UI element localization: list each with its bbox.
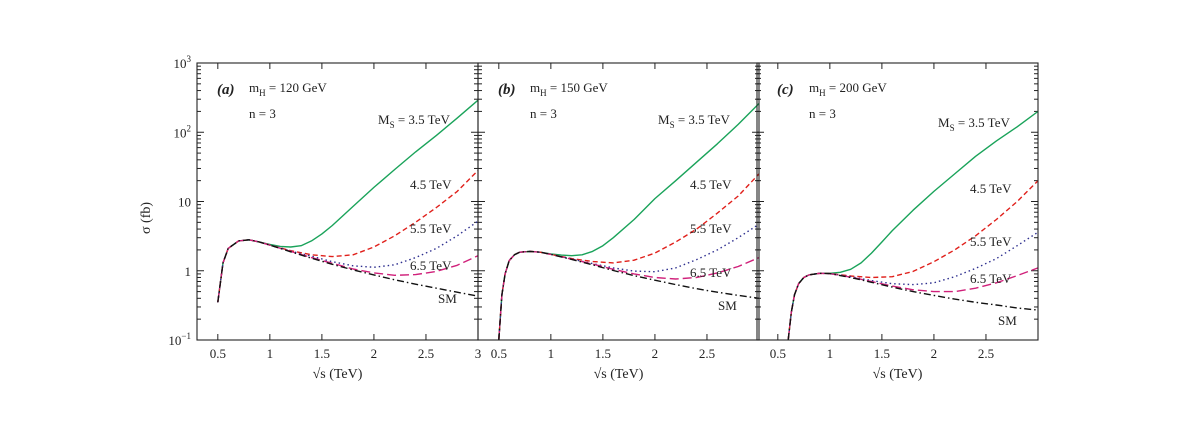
panel-label: (c) (777, 82, 794, 98)
panels: 0.5 1 1.5 2 2.5 3 10−1 1 10 102 103 √s (TeV) (a) mH =… (168, 54, 1039, 382)
plot-frame (477, 62, 760, 341)
series-line (498, 250, 759, 340)
series-label: 4.5 TeV (690, 177, 732, 192)
series-label: 5.5 TeV (410, 221, 452, 236)
series-label: 4.5 TeV (410, 177, 452, 192)
param-mass: mH = 150 GeV (530, 80, 608, 98)
series-line (787, 267, 1038, 340)
series-label: 6.5 TeV (690, 265, 732, 280)
x-tick-label: 1 (548, 346, 555, 361)
series-label: SM (718, 298, 737, 313)
param-mass: mH = 120 GeV (249, 80, 327, 98)
chart-panel: 0.5 1 1.5 2 2.5 3 10−1 1 10 102 103 √s (TeV) (a) mH =… (168, 54, 481, 382)
series-label: 6.5 TeV (970, 271, 1012, 286)
x-tick-label: 1.5 (314, 346, 330, 361)
x-tick-label: 1 (267, 346, 274, 361)
series-label: 4.5 TeV (970, 181, 1012, 196)
series-label: MS = 3.5 TeV (378, 112, 450, 130)
plot-frame (756, 62, 1039, 341)
series-line (498, 223, 759, 340)
chart-panel: 0.5 1 1.5 2 2.5 √s (TeV) (c) mH = 200 GeV n = 3 M… (756, 62, 1039, 382)
series-line (498, 173, 759, 340)
series-line (217, 239, 478, 303)
x-tick-label: 1.5 (595, 346, 611, 361)
y-tick-label: 102 (174, 123, 192, 140)
series-line (217, 239, 478, 303)
panel-label: (b) (498, 82, 516, 98)
x-axis-label: √s (TeV) (313, 367, 363, 382)
x-tick-label: 1.5 (874, 346, 890, 361)
x-tick-label: 0.5 (491, 346, 507, 361)
series-label: MS = 3.5 TeV (938, 115, 1010, 133)
x-tick-label: 0.5 (770, 346, 786, 361)
chart-panel: 0.5 1 1.5 2 2.5 √s (TeV) (b) mH = 150 GeV n = 3 M… (477, 62, 760, 382)
series-line (787, 180, 1038, 340)
x-tick-label: 3 (475, 346, 482, 361)
x-axis-label: √s (TeV) (594, 367, 644, 382)
series-label: MS = 3.5 TeV (658, 112, 730, 130)
x-tick-label: 1 (827, 346, 834, 361)
y-tick-label: 10 (178, 195, 191, 210)
y-tick-label: 103 (174, 54, 192, 71)
panel-label: (a) (217, 82, 235, 98)
series-label: 5.5 TeV (970, 234, 1012, 249)
param-mass: mH = 200 GeV (809, 80, 887, 98)
plot-frame (196, 62, 479, 341)
series-label: 5.5 TeV (690, 221, 732, 236)
y-tick-label: 1 (185, 264, 192, 279)
x-axis-label: √s (TeV) (873, 367, 923, 382)
x-tick-label: 2 (931, 346, 938, 361)
series-label: SM (998, 313, 1017, 328)
x-tick-label: 2.5 (978, 346, 994, 361)
series-label: SM (438, 291, 457, 306)
y-tick-label: 10−1 (168, 331, 191, 348)
x-tick-label: 2.5 (418, 346, 434, 361)
x-tick-label: 0.5 (210, 346, 226, 361)
series-label: 6.5 TeV (410, 258, 452, 273)
param-n: n = 3 (530, 106, 557, 121)
y-axis-label: σ (fb) (139, 202, 154, 234)
x-tick-label: 2 (371, 346, 378, 361)
param-n: n = 3 (809, 106, 836, 121)
param-n: n = 3 (249, 106, 276, 121)
x-tick-label: 2 (652, 346, 659, 361)
x-tick-label: 2.5 (699, 346, 715, 361)
